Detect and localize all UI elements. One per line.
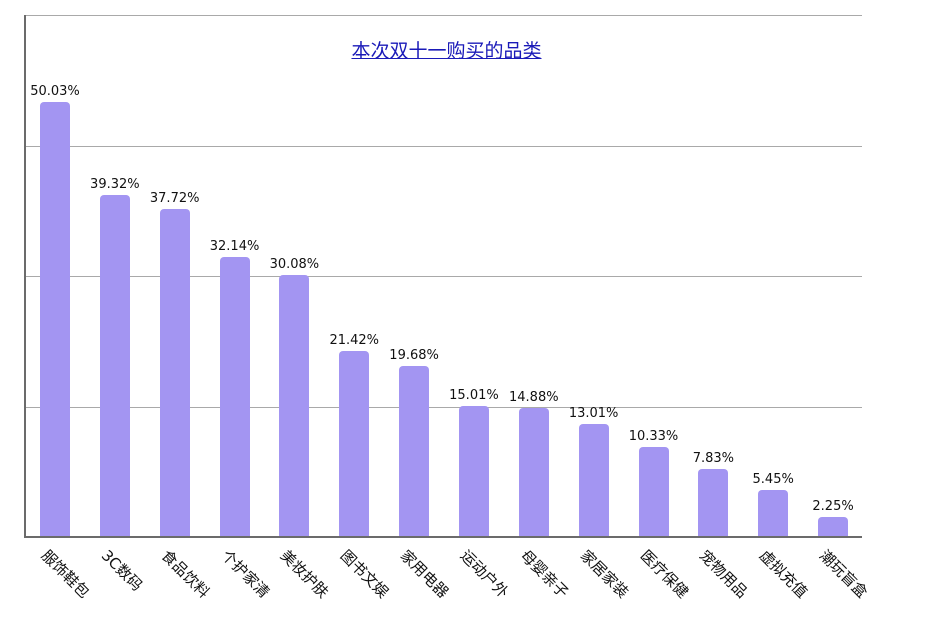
category-label: 母婴亲子 — [516, 546, 572, 602]
category-label: 家居家装 — [576, 546, 632, 602]
chart-title[interactable]: 本次双十一购买的品类 — [351, 40, 542, 62]
bar[interactable] — [99, 194, 130, 537]
gridline — [24, 15, 862, 16]
bar-value-label: 14.88% — [509, 389, 559, 405]
y-axis-line — [24, 15, 26, 538]
category-label: 家用电器 — [396, 546, 453, 602]
bar[interactable] — [758, 489, 789, 537]
bar[interactable] — [159, 208, 190, 537]
bar[interactable] — [458, 406, 489, 537]
gridline — [24, 276, 862, 277]
bar-value-label: 39.32% — [90, 176, 140, 192]
category-label: 食品饮料 — [157, 546, 213, 602]
bar[interactable] — [818, 517, 849, 537]
bar[interactable] — [399, 365, 430, 537]
bar-value-label: 19.68% — [389, 347, 439, 363]
bar-value-label: 50.03% — [30, 83, 80, 99]
category-label: 服饰鞋包 — [37, 546, 94, 602]
bar-value-label: 32.14% — [209, 239, 260, 255]
category-label: 医疗保健 — [636, 546, 692, 602]
category-label: 美妆护肤 — [277, 546, 333, 602]
bar-value-label: 13.01% — [568, 405, 619, 421]
bar-value-label: 10.33% — [628, 429, 679, 445]
category-label: 潮玩盲盒 — [815, 546, 872, 602]
bar[interactable] — [40, 101, 70, 537]
bar[interactable] — [279, 275, 310, 537]
bar[interactable] — [638, 447, 669, 537]
bar-value-label: 2.25% — [812, 499, 854, 515]
bar[interactable] — [219, 257, 250, 537]
category-label: 宠物用品 — [696, 546, 752, 602]
x-axis-line — [24, 536, 862, 538]
bar-value-label: 37.72% — [149, 190, 200, 206]
bar-value-label: 5.45% — [752, 471, 794, 487]
bar[interactable] — [518, 407, 549, 537]
bar[interactable] — [339, 350, 370, 537]
category-label: 3C数码 — [97, 546, 146, 595]
gridline — [24, 146, 862, 147]
bar-value-label: 30.08% — [269, 257, 320, 273]
bar[interactable] — [698, 468, 729, 537]
bar-value-label: 21.42% — [329, 332, 380, 348]
category-label: 图书文娱 — [337, 546, 393, 602]
category-label: 虚拟充值 — [756, 546, 812, 602]
bar-value-label: 15.01% — [449, 388, 499, 404]
bar[interactable] — [578, 423, 609, 537]
category-label: 运动户外 — [456, 546, 512, 602]
gridline — [24, 407, 862, 408]
bar-value-label: 7.83% — [692, 450, 734, 466]
category-label: 个护家清 — [217, 546, 273, 602]
